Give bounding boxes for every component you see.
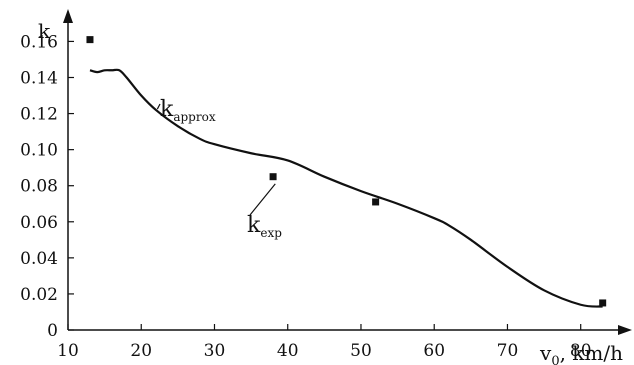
data-point-k-exp [372,198,380,206]
x-tick-label: 50 [350,341,372,361]
series-layer [86,36,607,308]
data-point-k-exp [599,299,607,307]
label-k-approx-subscript: approx [173,110,215,124]
x-tick-label: 10 [57,341,79,361]
y-tick-label: 0.16 [20,32,58,52]
x-tick-label: 20 [130,341,152,361]
label-k-exp: kexp [247,213,282,240]
y-tick-label: 0.14 [20,69,58,89]
leader-line-k-exp [249,183,276,216]
label-k-exp-main: k [247,213,261,238]
y-tick-label: 0.10 [20,141,58,161]
y-tick-label: 0 [47,321,58,341]
annotation-k-approx: kapprox [156,97,216,124]
x-tick-label: 80 [570,341,592,361]
label-k-exp-subscript: exp [260,226,282,240]
axes [63,9,632,335]
x-tick-label: 60 [423,341,445,361]
data-point-k-exp [269,173,277,181]
y-ticks: 0 0.02 0.04 0.06 0.08 0.10 0.12 0.14 0.16 [20,32,74,341]
annotation-k-exp: kexp [247,183,282,240]
y-axis-arrow [63,9,73,23]
y-tick-label: 0.08 [20,177,58,197]
x-axis-title-main: v [539,341,552,365]
x-ticks: 10 20 30 40 50 60 70 80 [57,324,592,361]
y-tick-label: 0.02 [20,285,58,305]
y-tick-label: 0.12 [20,105,58,125]
x-tick-label: 40 [277,341,299,361]
x-tick-label: 70 [497,341,519,361]
x-axis-title: v0, km/h [539,341,623,365]
x-axis-arrow [618,325,632,335]
label-k-approx: kapprox [160,97,216,124]
x-axis-title-subscript: 0 [551,354,559,365]
label-k-approx-main: k [160,97,174,122]
data-point-k-exp [86,36,94,44]
x-tick-label: 30 [204,341,226,361]
series-line-k-approx [89,68,603,308]
leader-line-k-approx [156,103,161,110]
x-axis-title-suffix: , km/h [560,341,624,365]
y-axis-title: k [38,19,51,43]
y-tick-label: 0.06 [20,213,58,233]
y-tick-label: 0.04 [20,249,58,269]
